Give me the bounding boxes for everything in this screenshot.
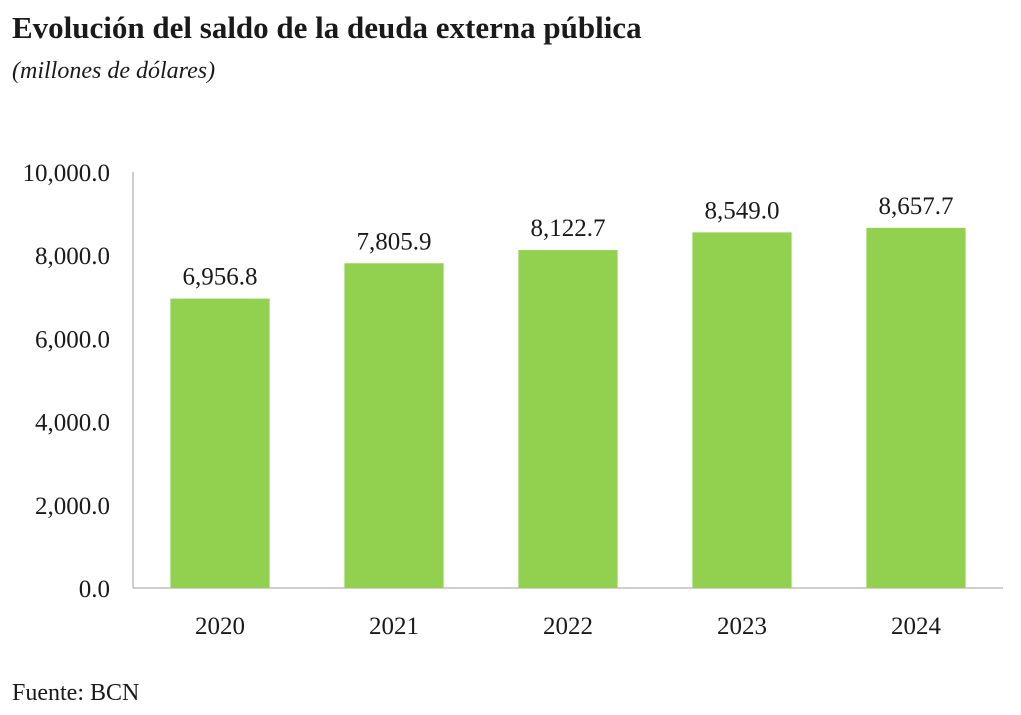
bar-2020 [170, 298, 270, 588]
data-label-2024: 8,657.7 [879, 193, 954, 220]
data-label-2021: 7,805.9 [357, 228, 432, 255]
y-tick-label: 2,000.0 [35, 493, 110, 520]
data-label-2022: 8,122.7 [531, 215, 606, 242]
y-tick-label: 10,000.0 [23, 160, 111, 187]
chart-title: Evolución del saldo de la deuda externa … [12, 10, 642, 45]
y-tick-label: 0.0 [79, 576, 110, 603]
y-tick-label: 4,000.0 [35, 410, 110, 437]
x-tick-label-2023: 2023 [717, 613, 767, 640]
y-tick-label: 6,000.0 [35, 326, 110, 353]
x-tick-label-2024: 2024 [891, 613, 942, 640]
data-label-2020: 6,956.8 [183, 264, 258, 291]
bar-2024 [866, 227, 966, 589]
bar-2022 [518, 250, 618, 588]
chart-subtitle: (millones de dólares) [12, 58, 216, 84]
data-label-2023: 8,549.0 [705, 197, 780, 224]
bar-2023 [692, 232, 792, 588]
x-tick-label-2021: 2021 [369, 613, 419, 640]
source-note: Fuente: BCN [12, 680, 140, 706]
bar-2021 [344, 263, 444, 588]
x-tick-label-2020: 2020 [195, 613, 245, 640]
y-tick-label: 8,000.0 [35, 243, 110, 270]
x-tick-label-2022: 2022 [543, 613, 593, 640]
